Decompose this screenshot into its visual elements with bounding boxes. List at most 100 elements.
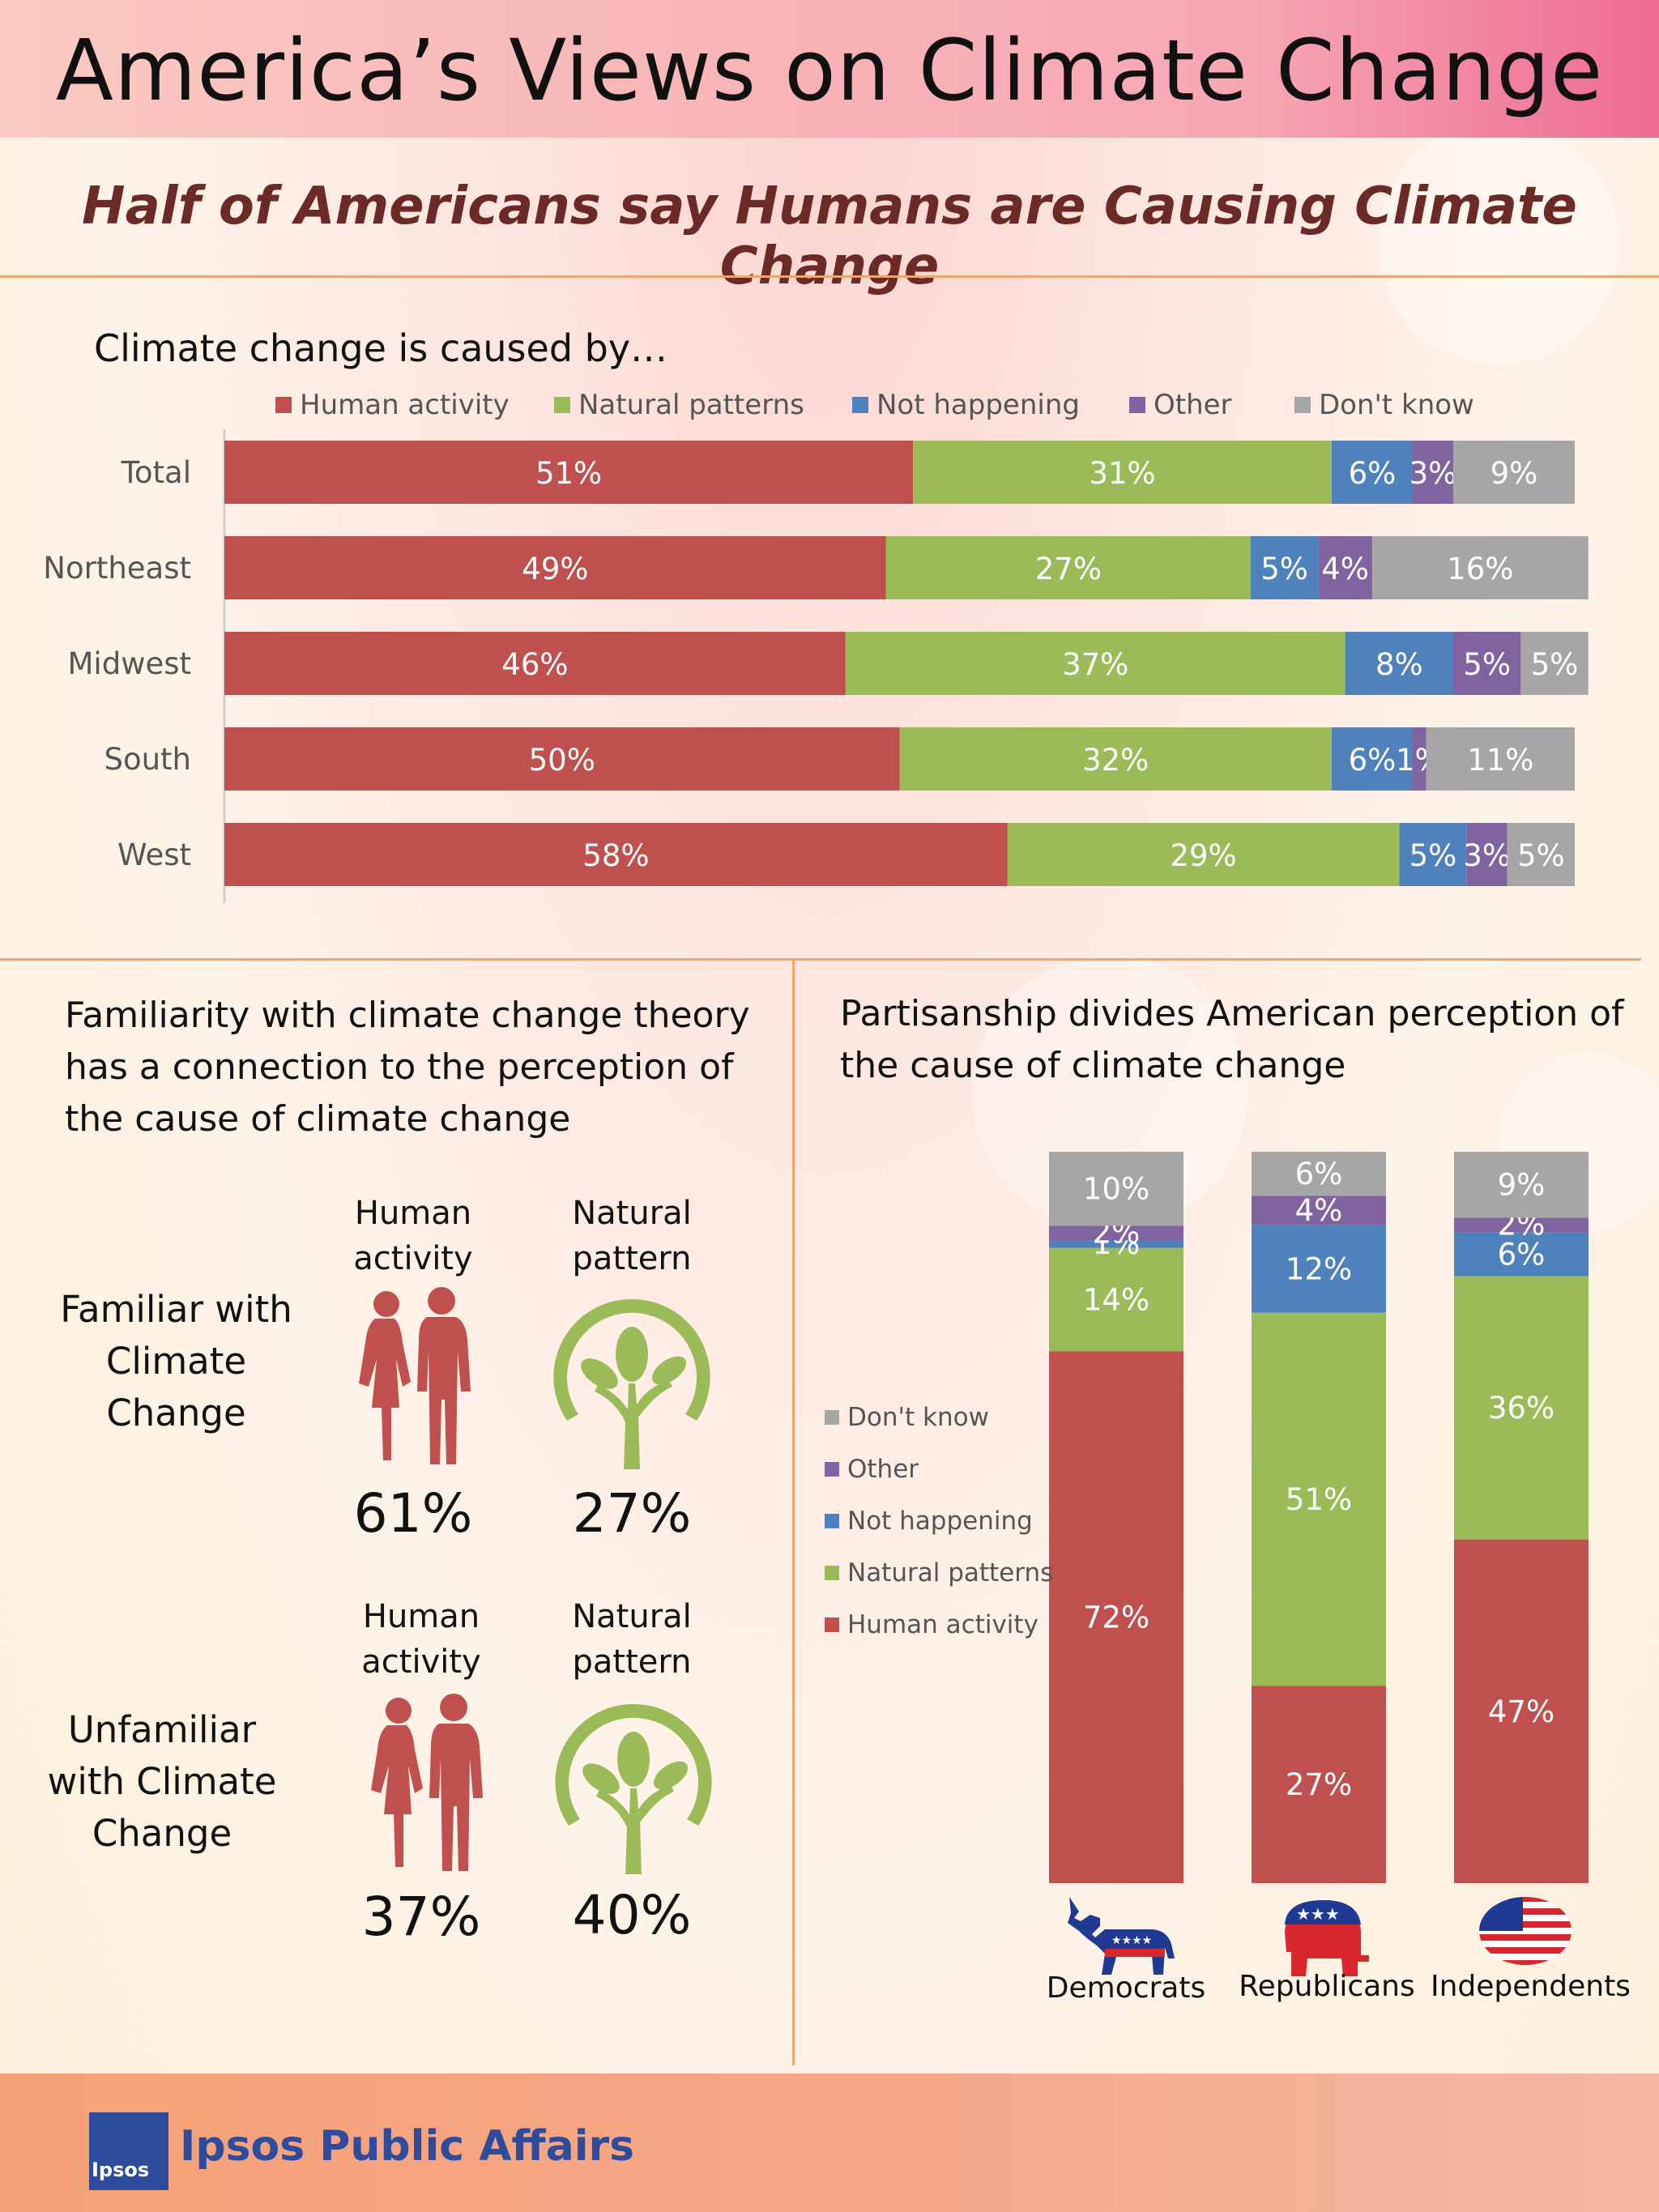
data-label: 4% [1295, 1193, 1343, 1228]
bar-segment [1452, 441, 1575, 504]
legend-item-human: Human activity [825, 1599, 1053, 1651]
data-label: 6% [1349, 743, 1397, 778]
bar-segment [1452, 632, 1521, 695]
bar-segment [1412, 727, 1427, 791]
header-band [0, 0, 1659, 138]
legend-label: Not happening [876, 389, 1080, 421]
couple-silhouette-icon [371, 1694, 483, 1871]
bar-segment [1252, 1152, 1386, 1196]
unfamiliar-human-pct: 37% [361, 1886, 481, 1948]
bar-segment [224, 727, 900, 791]
legend-swatch [825, 1410, 839, 1425]
american-flag-icon [1479, 1897, 1572, 1965]
data-label: 3% [1463, 838, 1511, 873]
bar-segment [1454, 1539, 1589, 1883]
data-label: 11% [1467, 743, 1533, 778]
bar-segment [1049, 1247, 1183, 1352]
data-label: 10% [1083, 1172, 1149, 1207]
data-label: 51% [1286, 1482, 1352, 1517]
bar-segment [1331, 727, 1413, 791]
familiar-natural-label: Natural pattern [572, 1195, 692, 1277]
familiar-human-label: Human activity [353, 1195, 473, 1277]
page-subtitle: Half of Americans say Humans are Causing… [82, 177, 1577, 296]
unfamiliar-group-label: Unfamiliar with Climate Change [47, 1708, 277, 1855]
data-label: 47% [1488, 1694, 1555, 1729]
divider [0, 275, 1659, 278]
legend-item-dont-know: Don't know [825, 1392, 1053, 1443]
data-label: 12% [1286, 1251, 1352, 1286]
bar-segment [1426, 727, 1575, 791]
data-label: 5% [1531, 647, 1579, 682]
bar-segment [1454, 1152, 1589, 1218]
region-legend: Human activity Natural patterns Not happ… [0, 389, 1659, 424]
data-label: 5% [1463, 647, 1511, 682]
bar-segment [1454, 1276, 1589, 1540]
bar-segment [845, 632, 1346, 695]
bar-segment [1318, 536, 1372, 599]
data-label: 50% [529, 743, 595, 778]
data-label: 72% [1083, 1600, 1149, 1635]
data-label: 46% [501, 647, 568, 682]
ipsos-logo [89, 2112, 168, 2190]
region-chart-title: Climate change is caused by… [94, 326, 668, 370]
bar-segment [1520, 632, 1589, 695]
party-label-republicans: Republicans [1239, 1970, 1415, 2003]
legend-swatch [1129, 397, 1145, 413]
category-label: Northeast [43, 551, 191, 586]
data-label: 51% [535, 456, 602, 491]
legend-label: Don't know [847, 1403, 989, 1432]
bar-segment [1345, 632, 1453, 695]
legend-label: Human activity [300, 389, 510, 421]
legend-item-not-happening: Not happening [852, 389, 1080, 421]
familiarity-title: Familiarity with climate change theory h… [65, 995, 750, 1140]
bar-segment [1507, 823, 1575, 886]
data-label: 36% [1488, 1391, 1555, 1426]
bokeh-decoration [1377, 121, 1620, 364]
data-label: 5% [1517, 838, 1565, 873]
data-label: 27% [1286, 1767, 1352, 1802]
legend-item-dont-know: Don't know [1294, 389, 1474, 421]
unfamiliar-natural-pct: 40% [572, 1884, 692, 1946]
party-label-independents: Independents [1431, 1970, 1631, 2003]
legend-label: Don't know [1319, 389, 1474, 421]
legend-item-other: Other [1129, 389, 1232, 421]
legend-label: Other [1154, 389, 1232, 421]
bar-segment [1331, 441, 1413, 504]
category-label: Total [121, 455, 191, 490]
bar-segment [1250, 536, 1319, 599]
bar-segment [224, 823, 1008, 886]
legend-label: Natural patterns [578, 389, 804, 421]
bar-segment [1412, 441, 1453, 504]
bar-segment [224, 536, 886, 599]
page-title: America’s Views on Climate Change [55, 21, 1604, 120]
partisan-title: Partisanship divides American perception… [840, 993, 1624, 1086]
bar-segment [224, 441, 914, 504]
data-label: 16% [1447, 552, 1513, 586]
data-label: 5% [1260, 552, 1308, 586]
divider [0, 958, 1641, 961]
legend-swatch [825, 1462, 839, 1477]
data-label: 37% [1062, 647, 1128, 682]
divider [792, 960, 795, 2065]
legend-swatch [825, 1514, 839, 1528]
legend-swatch [852, 397, 868, 413]
bar-segment [1252, 1196, 1386, 1225]
category-label: South [104, 742, 191, 777]
svg-text:★★★: ★★★ [1296, 1904, 1340, 1924]
category-label: Midwest [68, 646, 192, 681]
legend-item-not-happening: Not happening [825, 1495, 1053, 1547]
bar-segment [1007, 823, 1400, 886]
legend-label: Not happening [847, 1507, 1033, 1536]
data-label: 4% [1321, 552, 1369, 586]
familiar-natural-pct: 27% [572, 1482, 692, 1545]
bar-segment [1252, 1686, 1386, 1883]
bar-segment [1049, 1225, 1183, 1241]
bar-segment [1399, 823, 1467, 886]
data-label: 9% [1491, 456, 1538, 491]
data-label: 58% [582, 838, 649, 873]
unfamiliar-human-label: Human activity [361, 1598, 481, 1681]
tree-icon [553, 1298, 710, 1469]
bar-segment [1049, 1152, 1183, 1226]
legend-item-other: Other [825, 1443, 1053, 1495]
party-legend: Don't know Other Not happening Natural p… [825, 1392, 1053, 1651]
